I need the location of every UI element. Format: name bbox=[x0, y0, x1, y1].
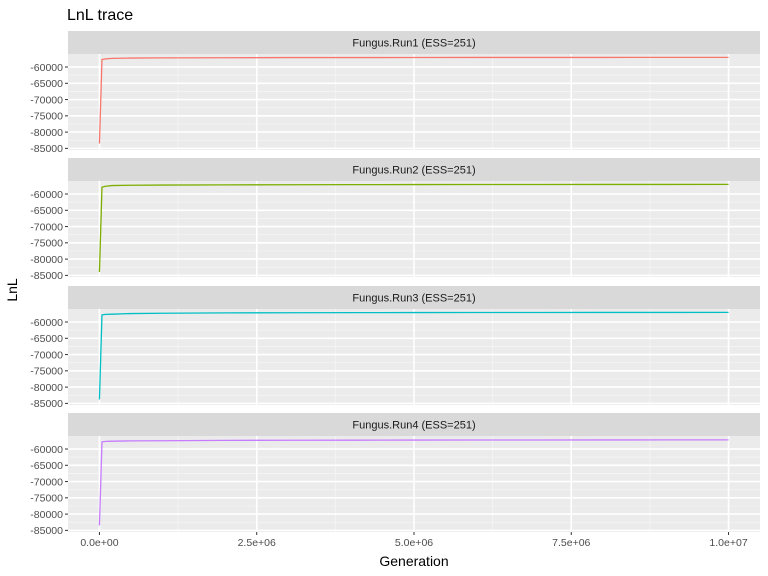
x-tick-label: 7.5e+06 bbox=[552, 537, 590, 549]
x-tick-label: 5.0e+06 bbox=[395, 537, 433, 549]
facet-panel: Fungus.Run1 (ESS=251) -60000 -65000 -70000 -… bbox=[30, 31, 760, 155]
y-tick-label: -65000 bbox=[30, 460, 63, 472]
x-tick-label: 2.5e+06 bbox=[238, 537, 276, 549]
y-tick-label: -65000 bbox=[30, 205, 63, 217]
y-tick-label: -75000 bbox=[30, 493, 63, 505]
facet-strip bbox=[68, 31, 760, 54]
y-tick-label: -60000 bbox=[30, 189, 63, 201]
facet-panel: Fungus.Run2 (ESS=251) -60000 -65000 -70000 -… bbox=[30, 158, 760, 282]
x-axis-title: Generation bbox=[379, 553, 448, 569]
y-tick-label: -85000 bbox=[30, 525, 63, 537]
y-tick-label: -70000 bbox=[30, 221, 63, 233]
y-tick-label: -75000 bbox=[30, 238, 63, 250]
y-tick-label: -70000 bbox=[30, 476, 63, 488]
x-tick-label: 1.0e+07 bbox=[709, 537, 747, 549]
y-tick-label: -60000 bbox=[30, 444, 63, 456]
series-line bbox=[98, 183, 729, 273]
facet-strip bbox=[68, 413, 760, 436]
y-tick-label: -80000 bbox=[30, 382, 63, 394]
y-tick-label: -80000 bbox=[30, 509, 63, 521]
y-tick-label: -75000 bbox=[30, 366, 63, 378]
series-line bbox=[98, 56, 729, 144]
chart-title: LnL trace bbox=[67, 7, 133, 24]
y-tick-label: -65000 bbox=[30, 78, 63, 90]
y-tick-label: -70000 bbox=[30, 349, 63, 361]
facet-strip-label: Fungus.Run4 (ESS=251) bbox=[352, 420, 475, 432]
y-tick-label: -85000 bbox=[30, 398, 63, 410]
y-tick-label: -80000 bbox=[30, 254, 63, 266]
series-line bbox=[98, 439, 729, 526]
facet-strip bbox=[68, 158, 760, 181]
y-tick-label: -65000 bbox=[30, 333, 63, 345]
facet-strip-label: Fungus.Run3 (ESS=251) bbox=[352, 293, 475, 305]
series-line bbox=[98, 311, 729, 400]
facet-strip-label: Fungus.Run2 (ESS=251) bbox=[352, 165, 475, 177]
y-tick-label: -80000 bbox=[30, 127, 63, 139]
y-tick-label: -60000 bbox=[30, 62, 63, 74]
y-tick-label: -85000 bbox=[30, 270, 63, 282]
y-tick-label: -75000 bbox=[30, 111, 63, 123]
y-axis-title: LnL bbox=[4, 278, 20, 302]
x-tick-label: 0.0e+00 bbox=[80, 537, 118, 549]
y-tick-label: -85000 bbox=[30, 143, 63, 155]
facet-strip bbox=[68, 286, 760, 309]
y-tick-label: -70000 bbox=[30, 94, 63, 106]
y-tick-label: -60000 bbox=[30, 317, 63, 329]
x-axis: 0.0e+00 2.5e+06 5.0e+06 7.5e+06 1.0e+07 bbox=[80, 532, 748, 549]
facet-strip-label: Fungus.Run1 (ESS=251) bbox=[352, 38, 475, 50]
facet-panel: Fungus.Run4 (ESS=251) -60000 -65000 -70000 -… bbox=[30, 413, 760, 537]
facet-panel: Fungus.Run3 (ESS=251) -60000 -65000 -70000 -… bbox=[30, 286, 760, 410]
facet-panels: Fungus.Run1 (ESS=251) -60000 -65000 -70000 -… bbox=[30, 31, 760, 537]
